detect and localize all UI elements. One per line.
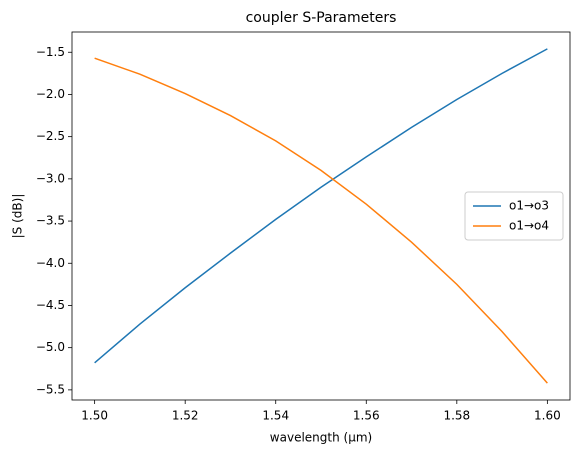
x-axis-label: wavelength (µm) bbox=[270, 431, 372, 445]
series-line bbox=[94, 57, 548, 384]
y-tick-label: −2.0 bbox=[36, 87, 65, 101]
y-tick-label: −5.0 bbox=[36, 340, 65, 354]
legend-label: o1→o4 bbox=[509, 219, 549, 233]
y-axis-label: |S (dB)| bbox=[11, 194, 25, 239]
plot-frame bbox=[71, 31, 571, 401]
series-line bbox=[94, 48, 548, 364]
legend-label: o1→o3 bbox=[509, 199, 549, 213]
y-tick-label: −1.5 bbox=[36, 45, 65, 59]
y-tick-label: −4.5 bbox=[36, 298, 65, 312]
y-tick-label: −3.5 bbox=[36, 214, 65, 228]
y-tick-label: −2.5 bbox=[36, 129, 65, 143]
x-tick-label: 1.60 bbox=[534, 409, 561, 423]
legend-box bbox=[464, 191, 564, 241]
x-tick-label: 1.56 bbox=[353, 409, 380, 423]
x-tick-label: 1.58 bbox=[443, 409, 470, 423]
y-tick-label: −5.5 bbox=[36, 382, 65, 396]
y-tick-label: −4.0 bbox=[36, 256, 65, 270]
x-tick-label: 1.54 bbox=[262, 409, 289, 423]
x-tick-label: 1.52 bbox=[172, 409, 199, 423]
y-tick-label: −3.0 bbox=[36, 171, 65, 185]
chart-title: coupler S-Parameters bbox=[246, 10, 397, 26]
x-tick-label: 1.50 bbox=[81, 409, 108, 423]
